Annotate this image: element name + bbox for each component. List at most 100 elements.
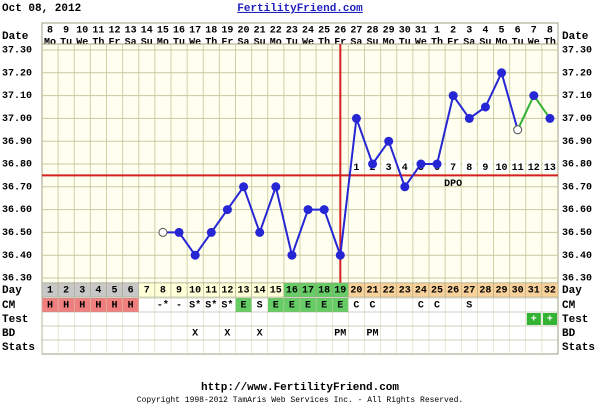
date-label: 3 bbox=[466, 26, 472, 37]
temp-point bbox=[513, 125, 523, 135]
row-label: Day bbox=[562, 285, 582, 297]
temp-segment bbox=[484, 72, 503, 108]
cm-cell bbox=[316, 298, 333, 312]
bd-value: X bbox=[192, 329, 198, 340]
weekday-label: Fr bbox=[447, 38, 459, 49]
day-number: 5 bbox=[112, 286, 118, 297]
y-tick-label: 37.00 bbox=[2, 114, 32, 125]
cm-value: E bbox=[241, 301, 247, 312]
cm-cell bbox=[58, 298, 75, 312]
dpo-label: 3 bbox=[386, 163, 392, 174]
temp-segment bbox=[323, 209, 342, 256]
temp-segment bbox=[452, 95, 471, 119]
cm-cell bbox=[235, 298, 252, 312]
date-label: 25 bbox=[318, 26, 330, 37]
test-value: + bbox=[531, 315, 537, 326]
test-value: + bbox=[547, 315, 553, 326]
day-number: 27 bbox=[463, 286, 475, 297]
temp-segment bbox=[210, 209, 229, 233]
dpo-bg bbox=[542, 160, 557, 173]
dpo-label: 6 bbox=[434, 163, 440, 174]
chart-title[interactable]: FertilityFriend.com bbox=[237, 3, 363, 15]
weekday-label: Su bbox=[479, 38, 491, 49]
weekday-label: Tu bbox=[60, 38, 72, 49]
day-number: 7 bbox=[144, 286, 150, 297]
temp-segment bbox=[403, 163, 422, 188]
temp-segment bbox=[500, 72, 519, 131]
temp-point bbox=[416, 159, 426, 169]
weekday-label: Fr bbox=[221, 38, 233, 49]
day-number: 30 bbox=[512, 286, 524, 297]
dpo-bg bbox=[349, 160, 364, 173]
cm-value: C bbox=[434, 301, 440, 312]
temp-segment bbox=[339, 118, 358, 256]
temp-segment bbox=[242, 186, 261, 233]
temp-point bbox=[239, 182, 249, 192]
temp-point bbox=[206, 227, 216, 237]
temp-point bbox=[545, 113, 555, 123]
cm-cell bbox=[332, 298, 349, 312]
row-label: Date bbox=[2, 31, 29, 43]
row-label: Stats bbox=[2, 342, 35, 354]
temp-segment bbox=[178, 231, 197, 256]
cm-cell bbox=[106, 298, 123, 312]
weekday-label: We bbox=[415, 38, 427, 49]
temp-point bbox=[174, 227, 184, 237]
weekday-label: We bbox=[302, 38, 314, 49]
y-tick-label: 36.60 bbox=[2, 205, 32, 216]
bd-value: PM bbox=[367, 329, 379, 340]
date-label: 8 bbox=[47, 26, 53, 37]
temp-segment bbox=[274, 186, 293, 256]
weekday-label: Sa bbox=[238, 38, 250, 49]
bd-value: PM bbox=[334, 329, 346, 340]
day-cell bbox=[541, 282, 559, 298]
cm-value: E bbox=[289, 301, 295, 312]
dpo-bg bbox=[478, 160, 493, 173]
date-label: 30 bbox=[399, 26, 411, 37]
cm-cell bbox=[90, 298, 107, 312]
test-cell bbox=[526, 313, 541, 325]
y-tick-label: 36.90 bbox=[562, 137, 592, 148]
y-tick-label: 36.50 bbox=[2, 228, 32, 239]
temp-point bbox=[448, 91, 458, 101]
dpo-label: 7 bbox=[450, 163, 456, 174]
temp-point bbox=[497, 68, 507, 78]
date-label: 10 bbox=[76, 26, 88, 37]
temp-point bbox=[368, 159, 378, 169]
cm-value: H bbox=[79, 301, 85, 312]
date-label: 20 bbox=[238, 26, 250, 37]
date-label: 16 bbox=[173, 26, 185, 37]
test-cell bbox=[542, 313, 557, 325]
weekday-label: Fr bbox=[109, 38, 121, 49]
weekday-label: Tu bbox=[286, 38, 298, 49]
cm-cell bbox=[267, 298, 284, 312]
cm-value: C bbox=[353, 301, 359, 312]
y-tick-label: 36.80 bbox=[562, 160, 592, 171]
y-tick-label: 36.40 bbox=[562, 251, 592, 262]
date-label: 4 bbox=[482, 26, 488, 37]
day-number: 6 bbox=[128, 286, 134, 297]
date-label: 15 bbox=[157, 26, 169, 37]
row-label: BD bbox=[2, 328, 16, 340]
dpo-label: 12 bbox=[528, 163, 540, 174]
row-label: Test bbox=[562, 314, 588, 326]
weekday-label: Mo bbox=[44, 38, 56, 49]
weekday-label: Sa bbox=[125, 38, 137, 49]
day-number: 20 bbox=[350, 286, 362, 297]
weekday-label: Mo bbox=[496, 38, 508, 49]
footer-url[interactable]: http://www.FertilityFriend.com bbox=[201, 382, 399, 394]
dpo-label: 5 bbox=[418, 163, 424, 174]
dpo-label: 1 bbox=[353, 163, 359, 174]
day-number: 12 bbox=[221, 286, 233, 297]
dpo-bg bbox=[526, 160, 541, 173]
date-label: 14 bbox=[141, 26, 153, 37]
cm-cell bbox=[122, 298, 139, 312]
dpo-label: 4 bbox=[402, 163, 408, 174]
temp-point bbox=[190, 250, 200, 260]
date-label: 12 bbox=[109, 26, 121, 37]
temp-point bbox=[529, 91, 539, 101]
bd-value: X bbox=[257, 329, 263, 340]
weekday-label: Su bbox=[367, 38, 379, 49]
cm-value: H bbox=[112, 301, 118, 312]
temp-point bbox=[287, 250, 297, 260]
